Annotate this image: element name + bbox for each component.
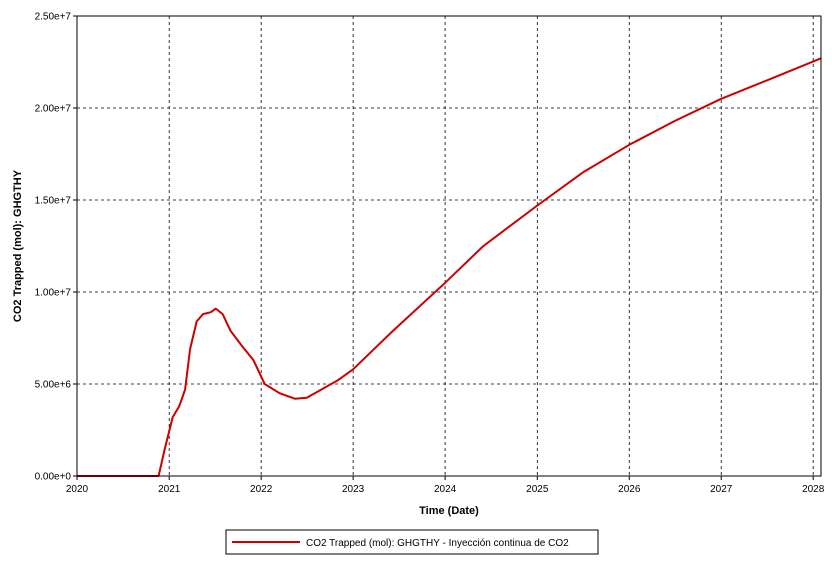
x-axis-title: Time (Date) (419, 505, 479, 517)
x-tick-label: 2027 (710, 484, 733, 495)
x-tick-label: 2026 (618, 484, 641, 495)
legend-label: CO2 Trapped (mol): GHGTHY - Inyección co… (306, 538, 569, 549)
y-tick-label: 1.00e+7 (35, 288, 72, 299)
x-axis-ticks: 2020 2021 2022 2023 2024 2025 2026 2027 2028 (66, 476, 825, 495)
y-tick-label: 2.00e+7 (35, 104, 72, 115)
x-tick-label: 2025 (526, 484, 549, 495)
x-tick-label: 2023 (342, 484, 365, 495)
x-tick-label: 2021 (158, 484, 181, 495)
x-tick-label: 2024 (434, 484, 457, 495)
series-line (77, 57, 822, 477)
legend: CO2 Trapped (mol): GHGTHY - Inyección co… (225, 529, 599, 555)
plot-frame (76, 15, 822, 477)
x-tick-label: 2020 (66, 484, 89, 495)
y-tick-label: 5.00e+6 (35, 380, 72, 391)
series-layer (77, 57, 822, 477)
y-tick-label: 2.50e+7 (35, 12, 72, 23)
y-tick-label: 1.50e+7 (35, 196, 72, 207)
y-axis-ticks: 0.00e+0 5.00e+6 1.00e+7 1.50e+7 2.00e+7 2.50e… (35, 12, 77, 483)
x-tick-label: 2022 (250, 484, 273, 495)
x-tick-label: 2028 (802, 484, 825, 495)
y-tick-label: 0.00e+0 (35, 472, 72, 483)
y-axis-title: CO2 Trapped (mol): GHGTHY (12, 169, 24, 322)
grid-lines (77, 16, 821, 476)
